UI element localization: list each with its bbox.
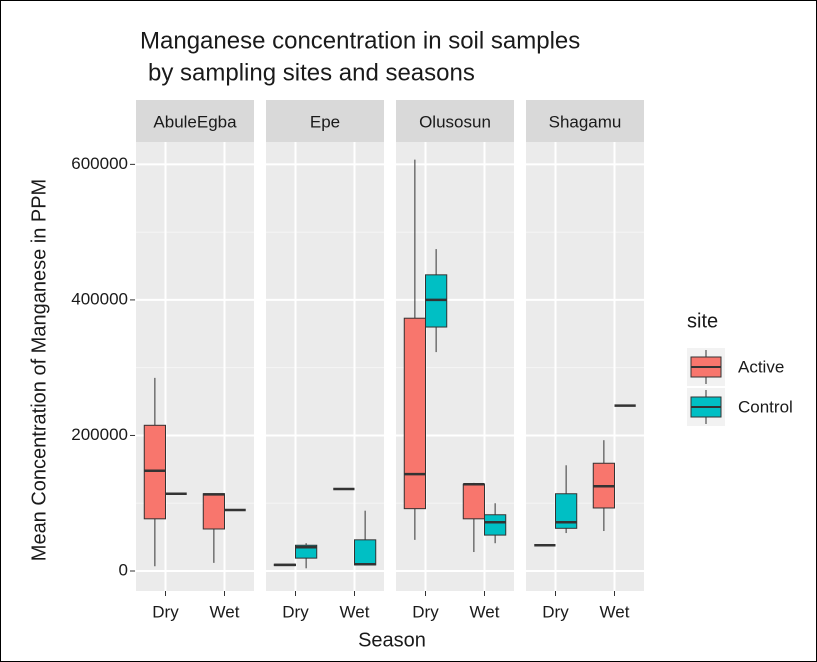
y-tick-label: 400000 bbox=[71, 289, 128, 308]
box bbox=[403, 317, 427, 510]
x-axis-label: Season bbox=[358, 629, 426, 651]
legend-label: Control bbox=[738, 397, 793, 416]
box bbox=[484, 514, 507, 536]
y-axis-label: Mean Concentration of Manganese in PPM bbox=[28, 179, 50, 561]
panel-background bbox=[526, 142, 644, 591]
legend-title: site bbox=[687, 310, 718, 332]
box bbox=[143, 424, 166, 520]
x-tick-label: Wet bbox=[600, 602, 630, 621]
x-tick-label: Dry bbox=[152, 602, 179, 621]
box bbox=[462, 483, 486, 520]
x-tick-label: Wet bbox=[210, 602, 240, 621]
strip-background bbox=[526, 100, 644, 142]
legend-label: Active bbox=[738, 357, 784, 376]
box bbox=[555, 493, 578, 529]
x-tick-label: Wet bbox=[470, 602, 500, 621]
chart-title: by sampling sites and seasons bbox=[148, 59, 475, 86]
strip-label: AbuleEgba bbox=[153, 112, 237, 131]
box bbox=[202, 493, 225, 530]
strip-label: Epe bbox=[310, 112, 340, 131]
strip-background bbox=[396, 100, 514, 142]
x-tick-label: Wet bbox=[340, 602, 370, 621]
y-tick-label: 600000 bbox=[71, 154, 128, 173]
x-tick-label: Dry bbox=[412, 602, 439, 621]
box bbox=[354, 539, 377, 566]
strip-background bbox=[136, 100, 254, 142]
x-tick-label: Dry bbox=[542, 602, 569, 621]
x-tick-label: Dry bbox=[282, 602, 309, 621]
strip-label: Shagamu bbox=[549, 112, 622, 131]
chart-title: Manganese concentration in soil samples bbox=[140, 27, 580, 54]
panel-background bbox=[266, 142, 384, 591]
y-tick-label: 200000 bbox=[71, 425, 128, 444]
strip-label: Olusosun bbox=[419, 112, 491, 131]
panel-background bbox=[136, 142, 254, 591]
strip-background bbox=[266, 100, 384, 142]
y-tick-label: 0 bbox=[119, 560, 128, 579]
